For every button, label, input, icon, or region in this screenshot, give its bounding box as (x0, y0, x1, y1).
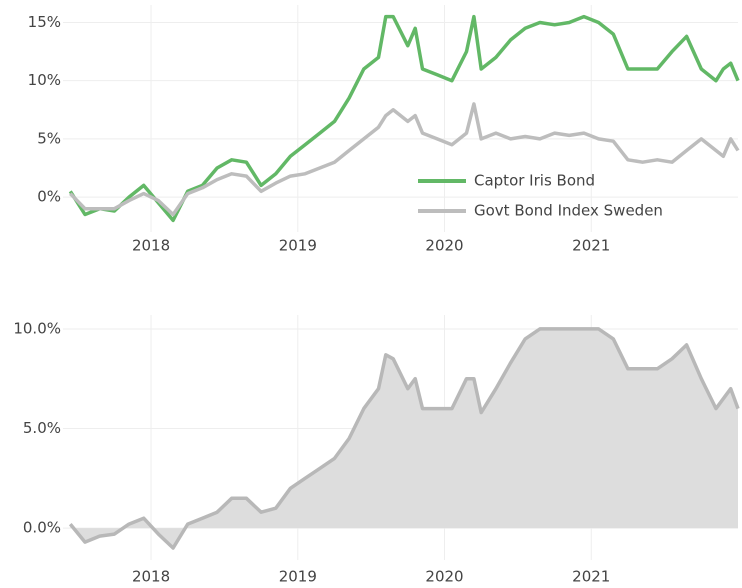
legend-label: Captor Iris Bond (474, 172, 595, 190)
y-tick-label: 10.0% (13, 319, 61, 337)
y-tick-label: 5% (37, 129, 61, 147)
series-line (69, 102, 740, 217)
legend-label: Govt Bond Index Sweden (474, 202, 663, 220)
x-tick-label: 2018 (132, 568, 170, 586)
x-tick-label: 2020 (425, 237, 463, 255)
x-tick-label: 2021 (572, 237, 610, 255)
x-tick-label: 2018 (132, 237, 170, 255)
x-tick-label: 2021 (572, 568, 610, 586)
y-tick-label: 0% (37, 188, 61, 206)
y-tick-label: 10% (28, 71, 61, 89)
x-tick-label: 2019 (279, 237, 317, 255)
x-tick-label: 2019 (279, 568, 317, 586)
area-line (68, 327, 740, 550)
x-tick-label: 2020 (425, 568, 463, 586)
y-tick-label: 5.0% (23, 419, 61, 437)
series-line (68, 14, 740, 223)
y-tick-label: 0.0% (23, 519, 61, 537)
y-tick-label: 15% (28, 13, 61, 31)
area-fill (70, 328, 739, 548)
